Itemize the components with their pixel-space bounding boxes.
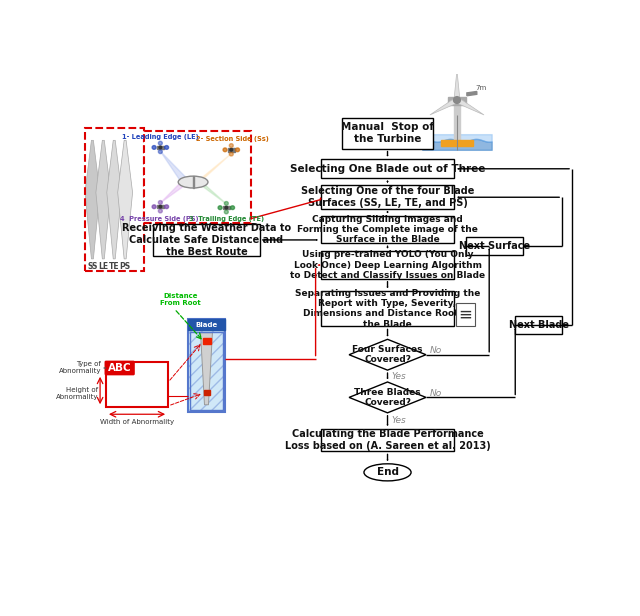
Text: SS: SS [87, 262, 97, 270]
FancyBboxPatch shape [321, 251, 454, 279]
Circle shape [218, 206, 222, 209]
Text: 2- Section Side (Ss): 2- Section Side (Ss) [196, 136, 269, 142]
Text: Three Blades
Covered?: Three Blades Covered? [354, 387, 421, 407]
Text: Selecting One Blade out of Three: Selecting One Blade out of Three [290, 164, 485, 174]
Circle shape [230, 148, 232, 151]
Text: Yes: Yes [392, 416, 406, 425]
Polygon shape [200, 333, 212, 405]
FancyBboxPatch shape [153, 224, 260, 256]
FancyBboxPatch shape [321, 185, 454, 209]
Circle shape [225, 206, 228, 209]
Text: Separating Issues and Providing the
Report with Type, Severity,
Dimensions and D: Separating Issues and Providing the Repo… [295, 289, 480, 329]
Circle shape [223, 148, 227, 152]
FancyBboxPatch shape [321, 429, 454, 452]
Text: Type of
Abnormality: Type of Abnormality [59, 362, 101, 375]
Text: Calculating the Blade Performance
Loss based on (A. Sareen et al. 2013): Calculating the Blade Performance Loss b… [285, 429, 490, 451]
Circle shape [164, 205, 168, 209]
Circle shape [236, 148, 239, 152]
Circle shape [230, 206, 234, 209]
Text: Using pre-trained YOLO (You Only
Look Once) Deep Learning Algorithm
to Detect an: Using pre-trained YOLO (You Only Look On… [290, 250, 485, 280]
FancyBboxPatch shape [104, 360, 135, 375]
Circle shape [152, 205, 156, 209]
Text: 7m: 7m [475, 85, 486, 91]
Text: Height of
Abnormality: Height of Abnormality [56, 387, 99, 400]
Bar [188, 319, 225, 330]
Bar [228, 148, 235, 152]
Ellipse shape [178, 176, 208, 188]
Text: Width of Abnormality: Width of Abnormality [100, 419, 174, 425]
FancyBboxPatch shape [342, 118, 433, 148]
FancyBboxPatch shape [145, 131, 251, 224]
Polygon shape [85, 140, 100, 259]
Bar [223, 206, 230, 209]
Circle shape [158, 141, 163, 145]
Circle shape [158, 209, 163, 213]
Polygon shape [198, 183, 227, 204]
Text: End: End [376, 468, 399, 477]
FancyBboxPatch shape [515, 316, 563, 334]
Polygon shape [118, 140, 132, 259]
Bar [157, 146, 164, 149]
Circle shape [229, 152, 233, 156]
Text: PS: PS [120, 262, 131, 270]
Text: Four Surfaces
Covered?: Four Surfaces Covered? [352, 345, 423, 365]
Text: ABC: ABC [108, 363, 131, 373]
Polygon shape [467, 91, 477, 95]
Bar [448, 97, 466, 105]
Bar [441, 140, 473, 146]
Polygon shape [349, 382, 426, 413]
Text: ≡: ≡ [458, 306, 472, 323]
Polygon shape [96, 140, 111, 259]
Polygon shape [454, 70, 460, 100]
Text: No: No [430, 389, 442, 398]
FancyBboxPatch shape [188, 319, 225, 412]
Circle shape [158, 201, 163, 205]
Text: LE: LE [99, 262, 108, 270]
Bar [204, 390, 211, 395]
Circle shape [454, 97, 460, 103]
Bar [157, 205, 164, 208]
Polygon shape [196, 153, 231, 182]
Polygon shape [161, 152, 189, 180]
Polygon shape [349, 339, 426, 370]
Text: Selecting One of the four Blade
Surfaces (SS, LE, TE, and PS): Selecting One of the four Blade Surfaces… [301, 187, 474, 208]
Text: Yes: Yes [392, 371, 406, 381]
Ellipse shape [364, 464, 411, 481]
Polygon shape [456, 97, 484, 115]
Bar [202, 338, 211, 344]
Text: Manual  Stop of
the Turbine: Manual Stop of the Turbine [341, 123, 434, 144]
Circle shape [229, 144, 233, 147]
Text: Blade: Blade [195, 322, 218, 328]
Circle shape [152, 145, 156, 149]
Text: No: No [430, 346, 442, 355]
Polygon shape [430, 97, 458, 115]
Text: 4  Pressure Side (PS): 4 Pressure Side (PS) [120, 216, 198, 222]
Text: TE: TE [109, 262, 120, 270]
FancyBboxPatch shape [466, 237, 523, 254]
Polygon shape [107, 140, 122, 259]
Circle shape [158, 150, 163, 153]
Circle shape [225, 201, 228, 205]
Text: Next Blade: Next Blade [509, 320, 569, 330]
Text: 1- Leading Edge (LE): 1- Leading Edge (LE) [122, 134, 199, 140]
FancyBboxPatch shape [321, 291, 454, 326]
FancyBboxPatch shape [321, 160, 454, 178]
FancyBboxPatch shape [106, 362, 168, 407]
Circle shape [225, 210, 228, 214]
Text: Capturing Sliding Images and
Forming the Complete image of the
Surface in the Bl: Capturing Sliding Images and Forming the… [297, 214, 478, 245]
Circle shape [164, 145, 168, 149]
Text: Receiving the Weather Data to
Calculate Safe Distance and
the Best Route: Receiving the Weather Data to Calculate … [122, 224, 291, 256]
Bar [454, 102, 460, 143]
Circle shape [159, 146, 162, 148]
Circle shape [159, 206, 162, 208]
Text: Next Surface: Next Surface [459, 241, 530, 251]
Text: Distance
From Root: Distance From Root [160, 293, 201, 306]
Polygon shape [161, 183, 188, 203]
FancyBboxPatch shape [321, 216, 454, 243]
Text: 3  Trailing Edge (TE): 3 Trailing Edge (TE) [189, 216, 264, 222]
